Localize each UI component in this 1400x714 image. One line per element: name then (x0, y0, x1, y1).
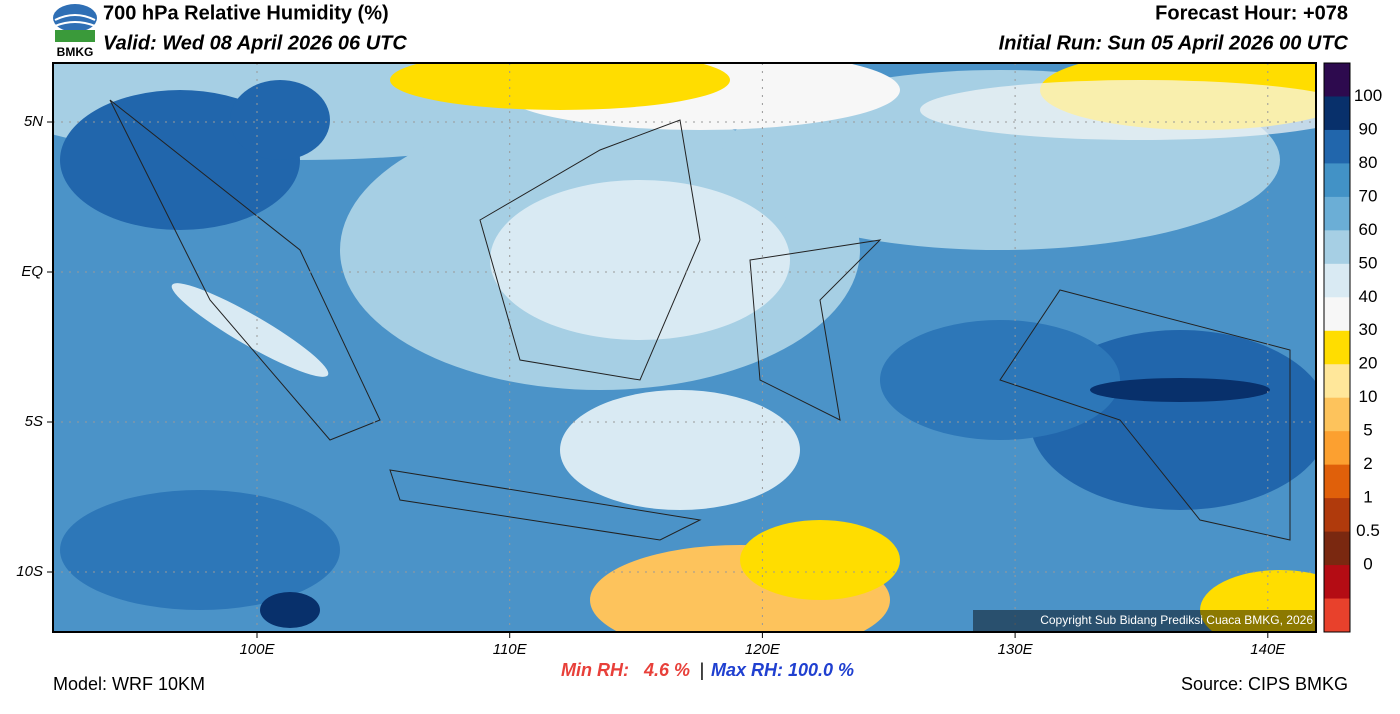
colorbar-swatch (1324, 598, 1350, 633)
colorbar-frame (1323, 62, 1351, 633)
map-frame (52, 62, 1317, 633)
colorbar-swatch (1324, 565, 1350, 600)
colorbar-label: 1 (1363, 488, 1372, 507)
colorbar-swatch (1324, 129, 1350, 164)
source: Source: CIPS BMKG (1181, 674, 1348, 694)
initial-run: Initial Run: Sun 05 April 2026 00 UTC (999, 32, 1349, 54)
colorbar-label: 70 (1359, 186, 1378, 205)
colorbar-label: 20 (1359, 354, 1378, 373)
colorbar-swatch (1324, 330, 1350, 365)
logo-text: BMKG (57, 45, 94, 59)
graticule: 100E 110E 120E 130E 140E 5N EQ 5S 10S (16, 63, 1316, 658)
colorbar-label: 5 (1363, 421, 1372, 440)
y-tick-label: 5S (25, 413, 43, 430)
x-tick-label: 110E (493, 641, 528, 658)
colorbar-label: 60 (1359, 220, 1378, 239)
colorbar-label: 40 (1359, 287, 1378, 306)
colorbar-swatch (1324, 498, 1350, 533)
min-rh: Min RH: 4.6 % (561, 660, 690, 680)
colorbar-swatch (1324, 464, 1350, 499)
x-tick-label: 130E (998, 641, 1034, 658)
forecast-hour: Forecast Hour: +078 (1155, 2, 1348, 24)
x-tick-label: 140E (1250, 641, 1286, 658)
title: 700 hPa Relative Humidity (%) (103, 2, 389, 24)
logo: BMKG (53, 4, 97, 59)
colorbar-label: 10 (1359, 387, 1378, 406)
colorbar-swatch (1324, 397, 1350, 432)
colorbar-swatch (1324, 63, 1350, 97)
colorbar-swatch (1324, 297, 1350, 332)
colorbar-swatch (1324, 230, 1350, 265)
colorbar-label: 0.5 (1356, 521, 1380, 540)
colorbar-label: 100 (1354, 86, 1382, 105)
colorbar-label: 90 (1359, 119, 1378, 138)
colorbar-swatch (1324, 196, 1350, 231)
model: Model: WRF 10KM (53, 674, 205, 694)
colorbar-label: 50 (1359, 253, 1378, 272)
colorbar-swatch (1324, 531, 1350, 566)
copyright: Copyright Sub Bidang Prediksi Cuaca BMKG… (1040, 613, 1313, 627)
colorbar-label: 2 (1363, 454, 1372, 473)
colorbar-swatch (1324, 431, 1350, 466)
valid-time: Valid: Wed 08 April 2026 06 UTC (103, 32, 407, 54)
x-tick-label: 100E (239, 641, 275, 658)
y-tick-label: EQ (21, 263, 43, 280)
max-rh: Max RH: 100.0 % (711, 660, 854, 680)
y-tick-label: 10S (16, 563, 43, 580)
humidity-field (53, 63, 1316, 632)
colorbar-swatch (1324, 263, 1350, 298)
colorbar-swatch (1324, 364, 1350, 399)
x-tick-label: 120E (745, 641, 781, 658)
separator: | (700, 660, 705, 680)
colorbar-swatch (1324, 163, 1350, 198)
y-tick-label: 5N (24, 113, 43, 130)
colorbar: 100 90 80 70 60 50 40 30 20 10 5 2 1 0.5 0 (1323, 62, 1382, 633)
colorbar-label: 80 (1359, 153, 1378, 172)
colorbar-swatch (1324, 96, 1350, 131)
colorbar-label: 0 (1363, 555, 1372, 574)
copyright-box (973, 610, 1316, 632)
colorbar-label: 30 (1359, 320, 1378, 339)
